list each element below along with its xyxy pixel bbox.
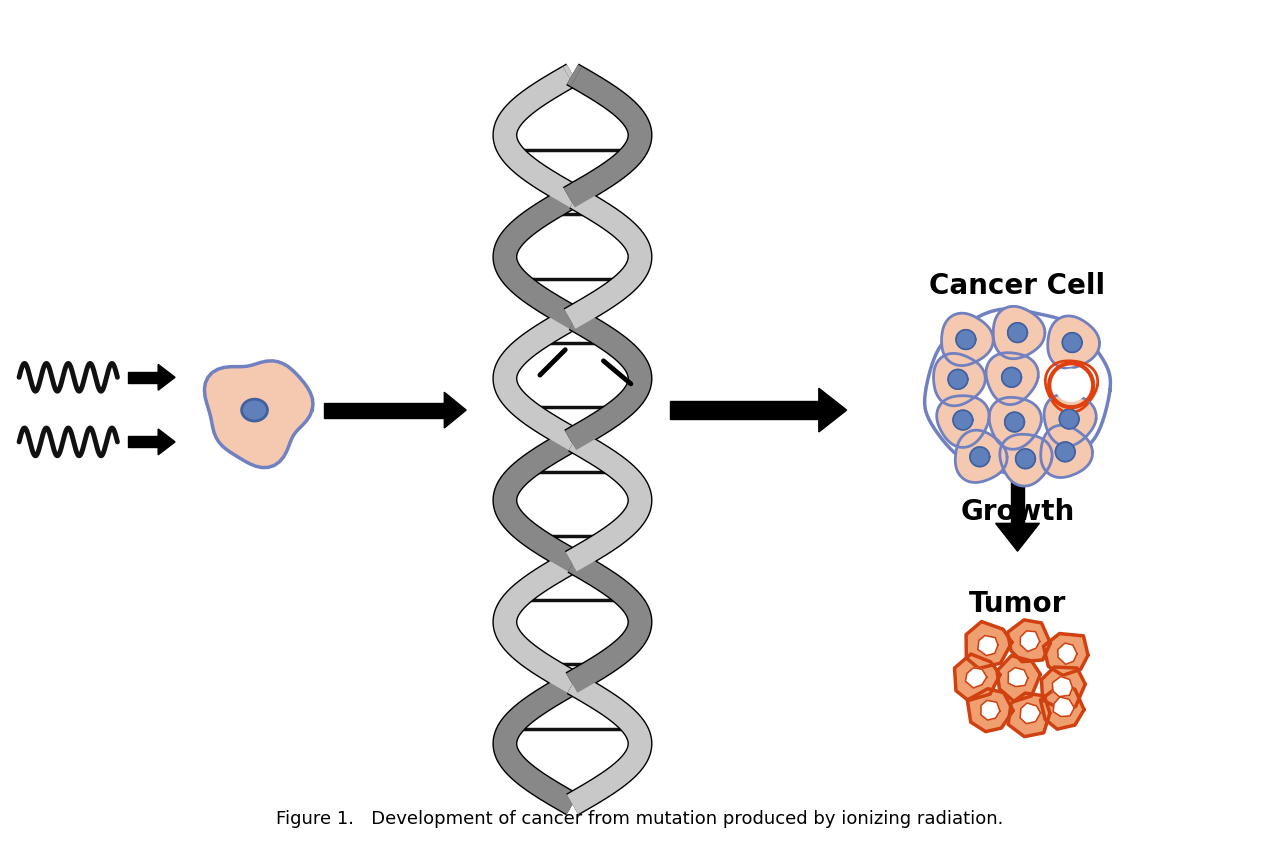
Polygon shape xyxy=(948,370,968,389)
Polygon shape xyxy=(1007,620,1051,662)
Polygon shape xyxy=(1005,412,1024,432)
Polygon shape xyxy=(978,636,998,656)
Polygon shape xyxy=(970,447,989,467)
Polygon shape xyxy=(1056,442,1075,462)
Polygon shape xyxy=(669,401,819,419)
Polygon shape xyxy=(159,365,175,391)
Polygon shape xyxy=(968,689,1012,732)
Polygon shape xyxy=(980,700,1000,720)
Polygon shape xyxy=(965,668,987,688)
Polygon shape xyxy=(933,354,986,406)
Polygon shape xyxy=(986,354,1038,405)
Polygon shape xyxy=(1046,361,1098,413)
Text: Figure 1.   Development of cancer from mutation produced by ionizing radiation.: Figure 1. Development of cancer from mut… xyxy=(276,809,1004,827)
Polygon shape xyxy=(1007,324,1028,343)
Polygon shape xyxy=(128,372,159,383)
Polygon shape xyxy=(954,411,973,430)
Polygon shape xyxy=(1053,697,1074,717)
Polygon shape xyxy=(1062,333,1082,353)
Polygon shape xyxy=(1041,426,1093,478)
Polygon shape xyxy=(444,393,466,429)
Polygon shape xyxy=(1057,643,1076,665)
Polygon shape xyxy=(997,656,1041,702)
Polygon shape xyxy=(1042,667,1085,707)
Text: Cancer Cell: Cancer Cell xyxy=(929,272,1106,300)
Text: Tumor: Tumor xyxy=(969,589,1066,617)
Text: Growth: Growth xyxy=(960,498,1075,526)
Polygon shape xyxy=(819,389,846,433)
Polygon shape xyxy=(205,361,314,468)
Polygon shape xyxy=(1000,435,1052,486)
Polygon shape xyxy=(1009,694,1050,737)
Polygon shape xyxy=(993,307,1044,360)
Polygon shape xyxy=(1015,450,1036,469)
Polygon shape xyxy=(942,314,993,366)
Polygon shape xyxy=(1052,676,1073,697)
Polygon shape xyxy=(1011,464,1024,524)
Polygon shape xyxy=(1060,410,1079,429)
Polygon shape xyxy=(966,622,1012,669)
Polygon shape xyxy=(159,429,175,455)
Polygon shape xyxy=(1020,631,1039,652)
Ellipse shape xyxy=(242,400,268,422)
Polygon shape xyxy=(1020,703,1041,724)
Polygon shape xyxy=(1055,370,1087,402)
Polygon shape xyxy=(1044,394,1096,446)
Polygon shape xyxy=(955,654,1000,700)
Polygon shape xyxy=(1041,684,1084,729)
Polygon shape xyxy=(955,430,1007,483)
Polygon shape xyxy=(128,437,159,448)
Polygon shape xyxy=(1048,317,1100,369)
Polygon shape xyxy=(1043,634,1088,676)
Polygon shape xyxy=(1009,668,1028,687)
Polygon shape xyxy=(996,524,1039,551)
Polygon shape xyxy=(324,403,444,418)
Polygon shape xyxy=(956,331,975,350)
Polygon shape xyxy=(937,396,989,448)
Polygon shape xyxy=(989,398,1042,450)
Polygon shape xyxy=(1002,368,1021,388)
